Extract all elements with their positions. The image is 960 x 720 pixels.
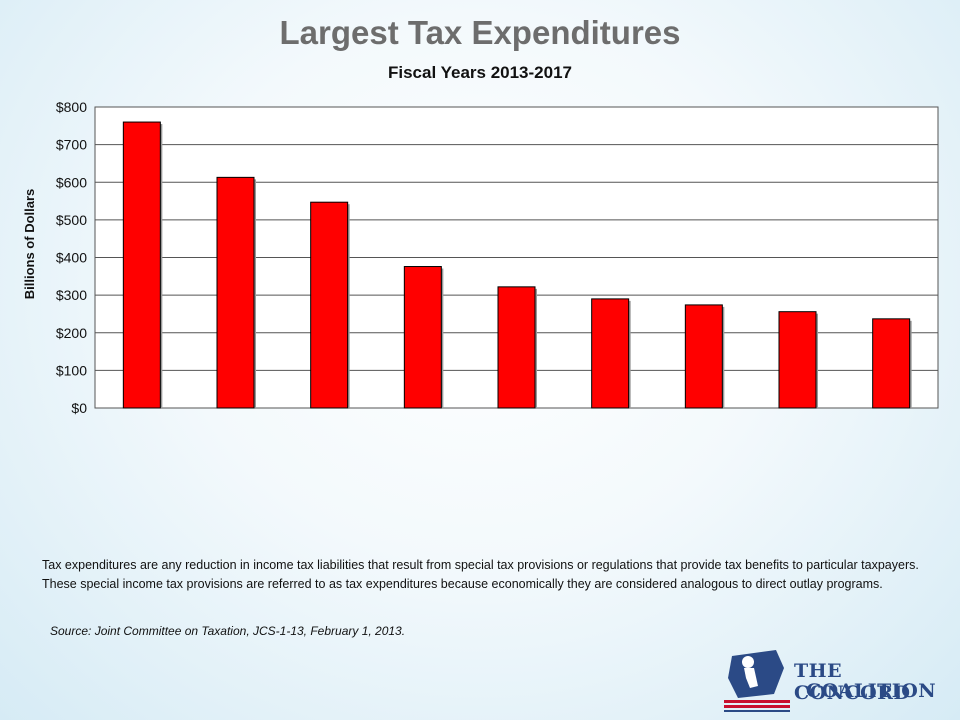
bar — [216, 176, 255, 409]
y-axis-label: Billions of Dollars — [22, 189, 37, 300]
explanatory-note: Tax expenditures are any reduction in in… — [42, 558, 919, 591]
y-tick-label: $400 — [56, 250, 87, 266]
bar — [497, 286, 536, 409]
y-tick-label: $600 — [56, 174, 87, 190]
y-tick-label: $700 — [56, 137, 87, 153]
minuteman-icon — [724, 650, 790, 712]
source-citation: Source: Joint Committee on Taxation, JCS… — [50, 624, 406, 638]
bar — [872, 318, 911, 409]
bar — [122, 121, 161, 409]
bar-chart: $0 $100 $200 $300 $400 $500 $600 $700 $800 Billi… — [22, 99, 939, 416]
y-tick-label: $0 — [71, 400, 87, 416]
y-tick-label: $300 — [56, 287, 87, 303]
y-tick-label: $100 — [56, 362, 87, 378]
bar — [310, 201, 349, 409]
bar — [591, 298, 630, 409]
logo-line-1: THE CONCORD — [794, 660, 911, 704]
y-tick-label: $800 — [56, 99, 87, 115]
y-tick-label: $500 — [56, 212, 87, 228]
bar — [778, 311, 817, 409]
chart-subtitle: Fiscal Years 2013-2017 — [387, 63, 572, 82]
y-tick-label: $200 — [56, 325, 87, 341]
logo-line-2: COALITION — [806, 680, 937, 702]
concord-coalition-logo: THE CONCORD COALITION — [724, 648, 937, 712]
chart-title: Largest Tax Expenditures — [279, 14, 681, 51]
bar — [403, 266, 442, 409]
bar — [684, 304, 723, 409]
